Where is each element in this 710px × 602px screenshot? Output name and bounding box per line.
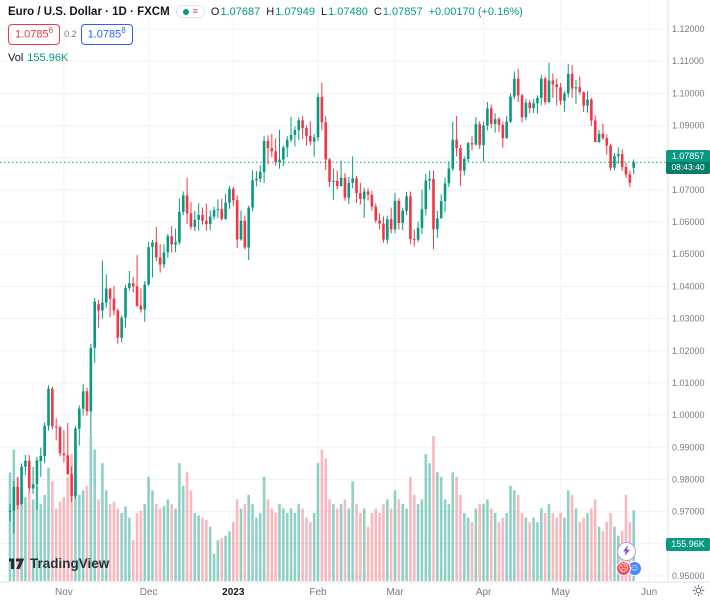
sentiment-button[interactable]: ☹ ☺ — [616, 561, 642, 576]
bar-countdown: 08:43:40 — [666, 162, 710, 174]
high-label: H — [266, 5, 275, 18]
svg-text:0.95000: 0.95000 — [672, 571, 705, 581]
low-label: L — [320, 5, 328, 18]
high-value: 1.07949 — [275, 5, 315, 18]
low-value: 1.07480 — [328, 5, 368, 18]
volume-value: 155.96K — [27, 51, 69, 64]
svg-text:May: May — [551, 587, 570, 598]
svg-text:Nov: Nov — [55, 587, 73, 598]
buy-price-sup: 8 — [121, 26, 126, 35]
ohlc-readout: O 1.07687 H 1.07949 L 1.07480 C 1.07857 +0.0… — [211, 6, 523, 18]
market-status-dot-icon — [182, 8, 189, 15]
buy-price: 1.0785 — [87, 28, 122, 41]
legend: Euro / U.S. Dollar · 1D · FXCM ≡ O 1.0768… — [8, 5, 523, 64]
svg-text:1.03000: 1.03000 — [672, 314, 705, 324]
sad-face-icon: ☹ — [616, 561, 631, 576]
legend-toggle-pill[interactable]: ≡ — [175, 5, 205, 18]
tradingview-logo-icon — [8, 556, 25, 571]
quick-trade-button[interactable] — [617, 542, 636, 561]
last-price-tag: 1.07857 08:43:40 — [666, 150, 710, 174]
change-value: +0.00170 (+0.16%) — [428, 5, 523, 18]
svg-text:1.04000: 1.04000 — [672, 281, 705, 291]
sell-button[interactable]: 1.07856 — [8, 24, 61, 45]
svg-text:1.05000: 1.05000 — [672, 249, 705, 259]
spread-value: 0.2 — [64, 29, 77, 40]
svg-text:1.06000: 1.06000 — [672, 217, 705, 227]
symbol-title[interactable]: Euro / U.S. Dollar · 1D · FXCM — [8, 5, 170, 18]
last-price-value: 1.07857 — [671, 151, 705, 161]
lightning-bolt-icon — [622, 543, 631, 561]
svg-text:1.12000: 1.12000 — [672, 24, 705, 34]
open-label: O — [210, 5, 220, 18]
svg-text:Apr: Apr — [476, 587, 492, 598]
buy-button[interactable]: 1.07858 — [80, 24, 133, 45]
svg-text:1.02000: 1.02000 — [672, 346, 705, 356]
volume-axis-tag: 155.96K — [666, 538, 710, 551]
svg-text:1.07000: 1.07000 — [672, 185, 705, 195]
svg-text:Jun: Jun — [641, 587, 657, 598]
svg-text:1.10000: 1.10000 — [672, 88, 705, 98]
tradingview-logo[interactable]: TradingView — [8, 556, 109, 571]
sell-price-sup: 6 — [48, 26, 54, 35]
close-value: 1.07857 — [382, 5, 423, 18]
svg-text:0.98000: 0.98000 — [672, 475, 705, 485]
time-axis[interactable] — [0, 582, 668, 600]
tradingview-logo-text: TradingView — [30, 556, 110, 571]
svg-text:2023: 2023 — [222, 587, 245, 598]
svg-text:1.09000: 1.09000 — [672, 121, 705, 131]
volume-label: Vol — [8, 51, 24, 64]
svg-text:Mar: Mar — [386, 587, 404, 598]
menu-stripes-icon: ≡ — [192, 6, 198, 16]
svg-text:1.00000: 1.00000 — [672, 410, 705, 420]
open-value: 1.07687 — [220, 5, 261, 18]
svg-text:Feb: Feb — [309, 587, 327, 598]
svg-text:0.99000: 0.99000 — [672, 442, 705, 452]
close-label: C — [373, 5, 382, 18]
svg-text:1.01000: 1.01000 — [672, 378, 705, 388]
price-axis[interactable] — [668, 0, 710, 582]
svg-text:1.11000: 1.11000 — [672, 56, 704, 66]
svg-text:Dec: Dec — [140, 587, 158, 598]
svg-text:0.97000: 0.97000 — [672, 507, 705, 517]
sell-price: 1.0785 — [15, 28, 49, 41]
settings-gear-icon[interactable] — [692, 584, 705, 597]
